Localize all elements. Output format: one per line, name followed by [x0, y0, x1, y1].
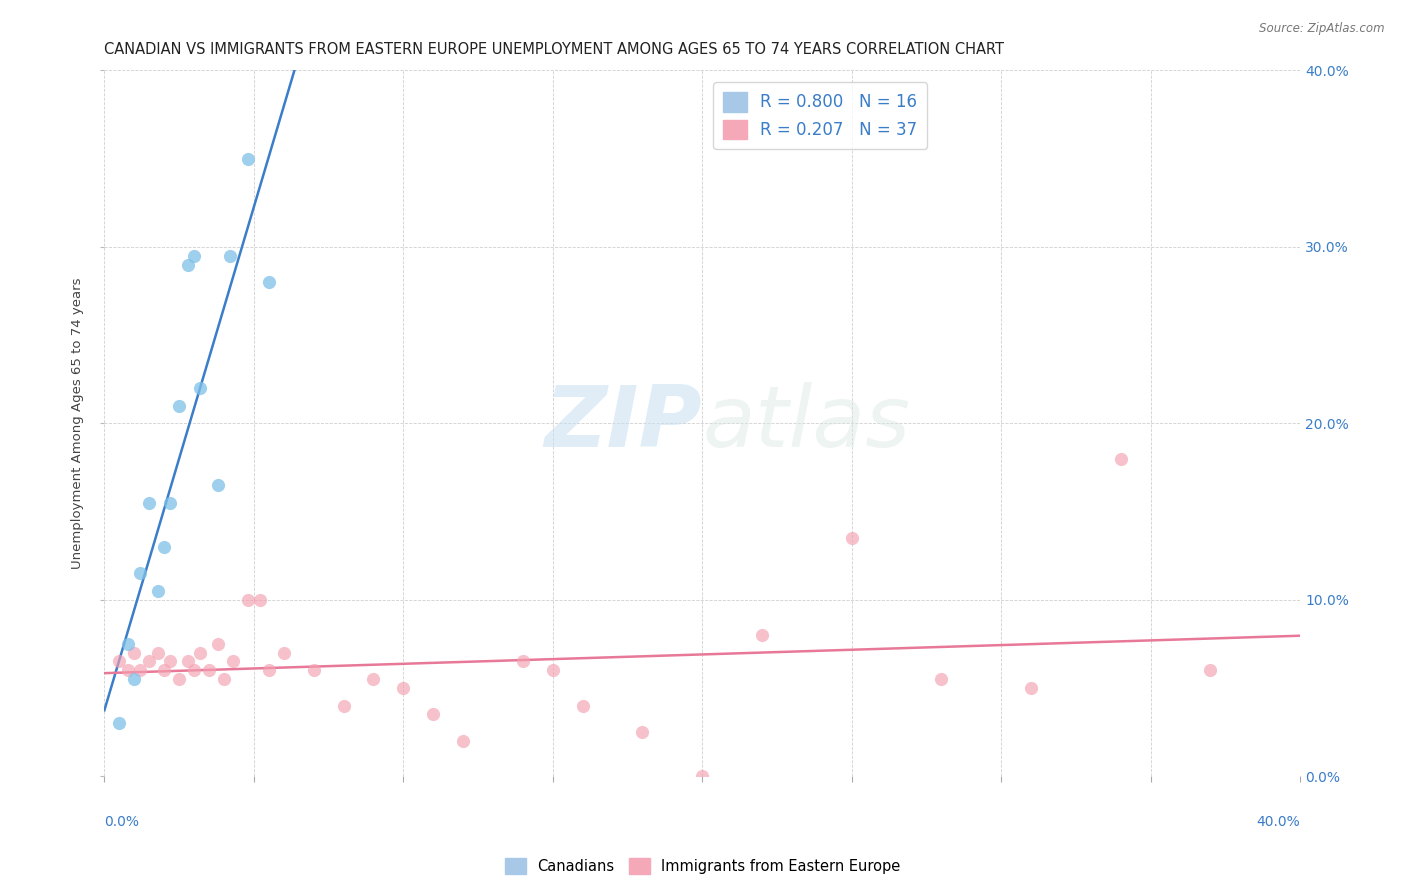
Point — [571, 698, 593, 713]
Point — [841, 531, 863, 545]
Point — [129, 663, 152, 677]
Point — [363, 672, 385, 686]
Point — [153, 540, 176, 554]
Point — [108, 716, 131, 731]
Point — [512, 655, 534, 669]
Y-axis label: Unemployment Among Ages 65 to 74 years: Unemployment Among Ages 65 to 74 years — [72, 277, 84, 569]
Point — [1019, 681, 1042, 695]
Text: Source: ZipAtlas.com: Source: ZipAtlas.com — [1260, 22, 1385, 36]
Point — [219, 249, 242, 263]
Point — [183, 249, 205, 263]
Text: CANADIAN VS IMMIGRANTS FROM EASTERN EUROPE UNEMPLOYMENT AMONG AGES 65 TO 74 YEAR: CANADIAN VS IMMIGRANTS FROM EASTERN EURO… — [104, 42, 1004, 57]
Point — [183, 663, 205, 677]
Point — [212, 672, 235, 686]
Point — [332, 698, 354, 713]
Text: 40.0%: 40.0% — [1257, 815, 1301, 829]
Point — [129, 566, 152, 581]
Point — [148, 646, 170, 660]
Point — [207, 637, 229, 651]
Point — [122, 646, 145, 660]
Point — [159, 655, 181, 669]
Point — [198, 663, 221, 677]
Point — [249, 592, 271, 607]
Point — [177, 258, 200, 272]
Point — [631, 725, 654, 739]
Point — [541, 663, 564, 677]
Point — [159, 496, 181, 510]
Point — [167, 399, 190, 413]
Point — [257, 275, 280, 289]
Point — [148, 583, 170, 598]
Point — [108, 655, 131, 669]
Legend: R = 0.800   N = 16, R = 0.207   N = 37: R = 0.800 N = 16, R = 0.207 N = 37 — [713, 82, 927, 149]
Point — [207, 478, 229, 492]
Point — [1199, 663, 1222, 677]
Point — [117, 637, 139, 651]
Point — [138, 655, 160, 669]
Text: atlas: atlas — [702, 382, 910, 465]
Point — [257, 663, 280, 677]
Point — [931, 672, 953, 686]
Legend: Canadians, Immigrants from Eastern Europe: Canadians, Immigrants from Eastern Europ… — [499, 852, 907, 880]
Point — [236, 152, 259, 166]
Point — [138, 496, 160, 510]
Point — [188, 381, 211, 395]
Text: 0.0%: 0.0% — [104, 815, 139, 829]
Point — [273, 646, 295, 660]
Point — [422, 707, 444, 722]
Point — [302, 663, 325, 677]
Text: ZIP: ZIP — [544, 382, 702, 465]
Point — [451, 734, 474, 748]
Point — [392, 681, 415, 695]
Point — [122, 672, 145, 686]
Point — [188, 646, 211, 660]
Point — [153, 663, 176, 677]
Point — [751, 628, 773, 642]
Point — [236, 592, 259, 607]
Point — [1109, 451, 1132, 466]
Point — [222, 655, 245, 669]
Point — [177, 655, 200, 669]
Point — [117, 663, 139, 677]
Point — [690, 769, 713, 783]
Point — [167, 672, 190, 686]
